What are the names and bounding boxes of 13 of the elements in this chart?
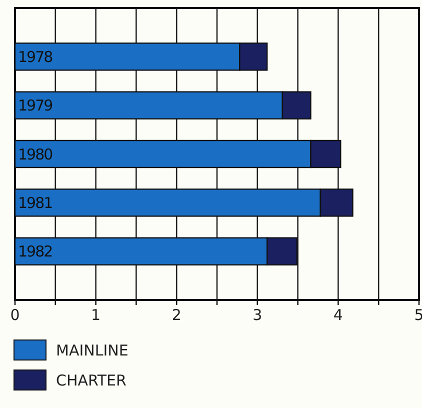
legend-label: MAINLINE (56, 341, 128, 360)
x-tick-label: 1 (91, 306, 101, 324)
x-tick-label: 4 (333, 306, 343, 324)
y-tick-label: 1982 (18, 242, 53, 261)
x-tick-label: 5 (414, 306, 422, 324)
y-tick-label: 1980 (18, 145, 53, 164)
x-tick-label: 2 (172, 306, 182, 324)
legend-label: CHARTER (56, 371, 126, 390)
y-tick-label: 1981 (18, 194, 53, 212)
y-tick-label: 1978 (18, 48, 53, 66)
x-tick-label: 3 (252, 306, 262, 324)
y-tick-label: 1979 (18, 96, 53, 115)
x-tick-label: 0 (10, 306, 20, 324)
